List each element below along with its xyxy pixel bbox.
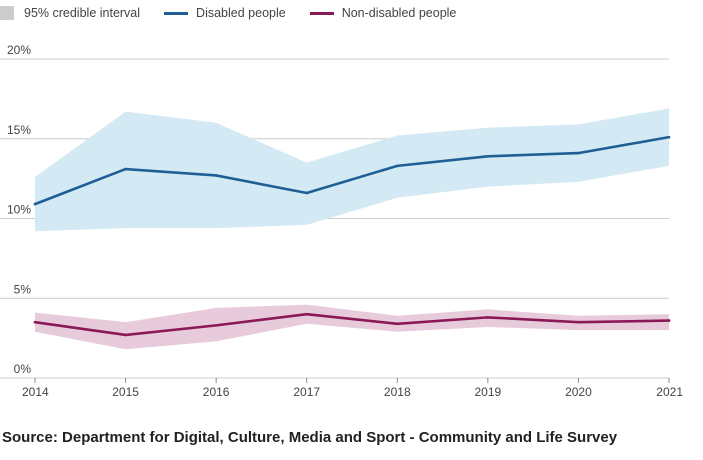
legend-item-interval[interactable]: 95% credible interval	[0, 6, 140, 20]
legend: 95% credible interval Disabled people No…	[0, 4, 480, 22]
data-point-nondisabled	[33, 320, 37, 324]
data-point-disabled	[214, 174, 218, 177]
data-point-disabled	[577, 151, 580, 155]
y-tick-label: 0%	[14, 362, 32, 376]
y-tick-label: 10%	[7, 203, 31, 217]
y-tick-label: 20%	[7, 43, 31, 57]
data-point-disabled	[33, 202, 37, 206]
line-chart: 0%5%10%15%20% 2014 2015 2016 2017 2018 2019 20…	[0, 43, 683, 399]
legend-item-disabled[interactable]: Disabled people	[164, 6, 286, 20]
legend-interval-label: 95% credible interval	[24, 6, 141, 20]
x-tick-label: 2014	[22, 385, 49, 399]
data-point-disabled	[667, 135, 671, 139]
x-tick-label: 2018	[384, 385, 411, 399]
data-point-nondisabled	[486, 316, 490, 319]
data-point-disabled	[305, 191, 309, 195]
legend-disabled-label: Disabled people	[196, 6, 286, 20]
legend-nondisabled-label: Non-disabled people	[341, 6, 457, 20]
series-lines	[33, 135, 671, 337]
interval-band-disabled	[35, 108, 669, 232]
data-point-nondisabled	[395, 322, 399, 326]
x-tick-label: 2015	[112, 385, 139, 399]
interval-band-nondisabled	[35, 304, 669, 350]
legend-item-nondisabled[interactable]: Non-disabled people	[309, 6, 457, 20]
y-tick-label: 15%	[7, 123, 31, 137]
data-point-nondisabled	[124, 333, 127, 337]
y-axis-tick-labels: 0% 5% 10% 15% 20%	[7, 43, 31, 376]
data-point-nondisabled	[214, 324, 218, 327]
x-tick-label: 2020	[565, 385, 592, 399]
nondisabled-line-swatch-icon	[309, 11, 334, 15]
x-tick-label: 2016	[203, 385, 230, 399]
interval-swatch-icon	[0, 6, 14, 20]
x-axis-tick-labels: 2014 2015 2016 2017 2018 2019 2020 2021	[22, 385, 683, 399]
x-tick-label: 2019	[475, 385, 502, 399]
series-line-nondisabled	[33, 312, 671, 337]
data-point-disabled	[124, 167, 127, 171]
y-tick-label: 5%	[14, 282, 32, 296]
data-point-disabled	[486, 154, 490, 158]
disabled-line-swatch-icon	[164, 11, 189, 15]
series-line-disabled	[33, 135, 671, 206]
x-tick-label: 2021	[656, 385, 683, 399]
x-tick-label: 2017	[293, 385, 320, 399]
data-point-nondisabled	[667, 319, 671, 322]
data-point-disabled	[395, 164, 399, 168]
credible-interval-bands	[35, 108, 669, 350]
data-point-nondisabled	[305, 312, 309, 316]
source-note: Source: Department for Digital, Culture,…	[2, 429, 618, 446]
data-point-nondisabled	[577, 320, 580, 324]
